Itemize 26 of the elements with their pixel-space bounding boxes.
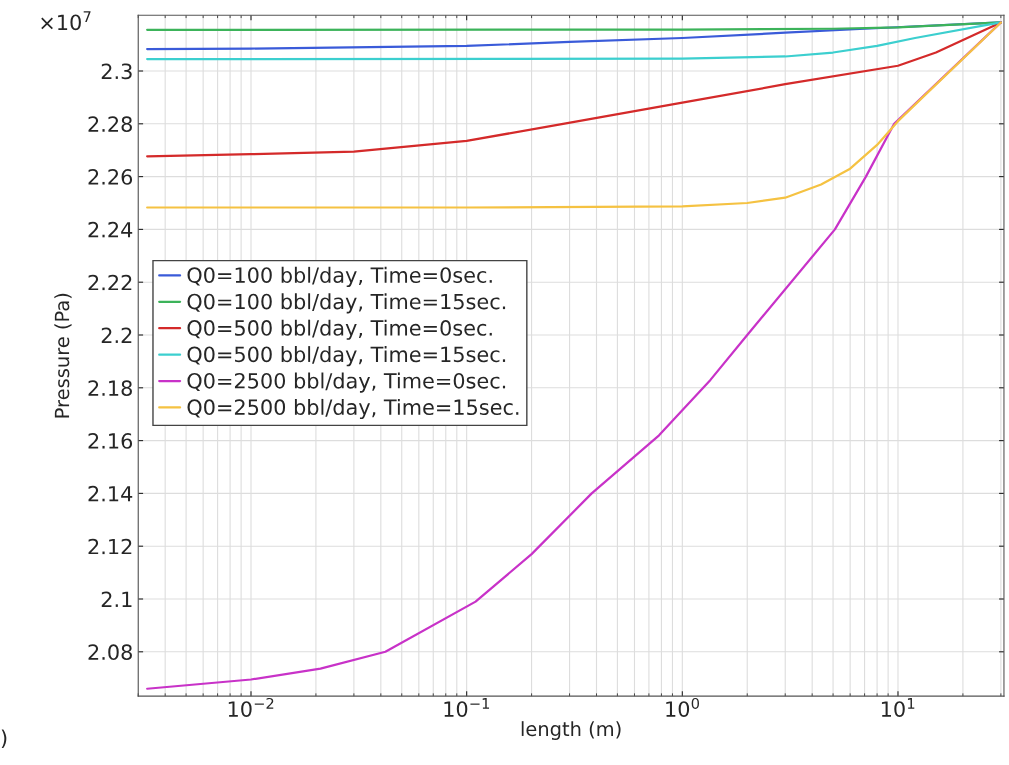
x-tick-label: 10$^{−2}$ bbox=[228, 697, 274, 717]
text: ×10$^{7}$ bbox=[41, 11, 91, 31]
y-tick-label: 2.22 bbox=[88, 274, 132, 291]
y-tick-label: 2.08 bbox=[88, 644, 132, 661]
legend-label: Q0=2500 bbl/day, Time=0sec. bbox=[187, 372, 506, 393]
x-tick-label: 10$^{−1}$ bbox=[444, 698, 490, 717]
text: ) bbox=[1, 729, 7, 749]
legend-label: Q0=100 bbl/day, Time=0sec. bbox=[187, 266, 492, 288]
y-tick-label: 2.18 bbox=[88, 380, 132, 397]
y-axis-title: Pressure (Pa) bbox=[54, 293, 72, 418]
legend-label: Q0=500 bbl/day, Time=0sec. bbox=[187, 319, 492, 340]
y-tick-label: 2.26 bbox=[88, 169, 133, 185]
legend-label: Q0=2500 bbl/day, Time=15sec. bbox=[187, 398, 519, 420]
y-tick-label: 2.2 bbox=[101, 327, 132, 343]
y-tick-label: 2.24 bbox=[88, 221, 133, 238]
x-axis-title: length (m) bbox=[521, 721, 621, 740]
x-tick-label: 10$^{1}$ bbox=[881, 698, 915, 717]
y-tick-label: 2.14 bbox=[88, 485, 133, 502]
y-tick-label: 2.12 bbox=[88, 538, 132, 555]
y-tick-label: 2.1 bbox=[101, 591, 132, 607]
y-tick-label: 2.28 bbox=[88, 116, 132, 133]
y-tick-label: 2.16 bbox=[88, 433, 133, 449]
legend-label: Q0=500 bbl/day, Time=15sec. bbox=[187, 346, 506, 367]
y-tick-label: 2.3 bbox=[101, 63, 132, 80]
x-tick-label: 10$^{0}$ bbox=[666, 697, 700, 717]
legend-label: Q0=100 bbl/day, Time=15sec. bbox=[187, 293, 506, 314]
